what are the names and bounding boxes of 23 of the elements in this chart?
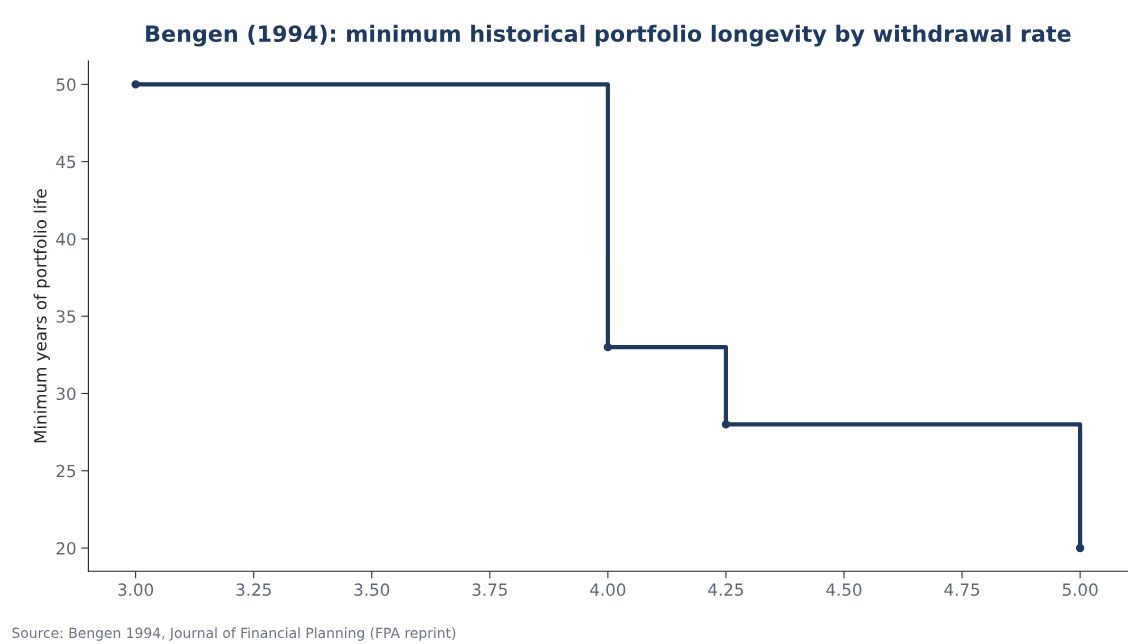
x-tick-label: 3.25 (236, 583, 271, 596)
y-tick-label: 20 (56, 542, 76, 555)
y-tick-label: 30 (56, 387, 76, 401)
point (131, 80, 140, 89)
y-tick-label: 25 (56, 464, 76, 478)
point (603, 342, 613, 352)
x-tick-label: 5.00 (1062, 583, 1098, 596)
source-note: Source: Bengen 1994, Journal of Financial Planning (FPA reprint) (12, 627, 456, 641)
x-tick-label: 3.00 (118, 583, 154, 596)
y-tick-label: 50 (56, 78, 76, 91)
y-tick-label: 35 (56, 310, 76, 323)
x-tick-label: 3.75 (472, 583, 507, 596)
point (721, 420, 731, 429)
y-tick-label: 40 (56, 232, 76, 246)
x-tick-label: 4.25 (708, 583, 744, 596)
x-tick-label: 4.75 (944, 583, 980, 596)
x-tick-label: 4.00 (590, 583, 626, 596)
point (1075, 543, 1085, 553)
x-tick-label: 3.50 (354, 583, 390, 596)
chart-title: Bengen (1994): minimum historical portfolio longevity by withdrawal rate (146, 24, 1071, 47)
y-axis-title: Minimum years of portfolio life (33, 189, 50, 443)
y-tick-label: 45 (56, 155, 76, 169)
x-tick-label: 4.50 (826, 583, 862, 596)
